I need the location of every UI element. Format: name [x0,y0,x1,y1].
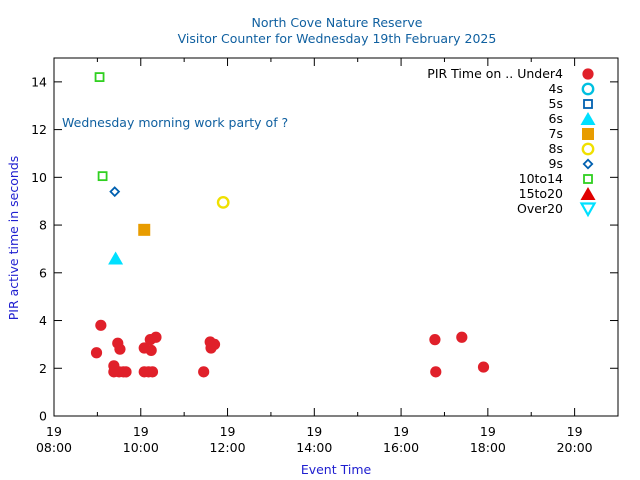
x-tick-label-day: 19 [393,424,409,439]
legend-marker-under4 [582,68,594,80]
data-point-under4 [430,366,442,378]
data-point-under4 [146,366,159,378]
data-point-9s [109,186,121,198]
y-tick-label: 0 [39,409,47,424]
data-point-under4 [456,331,468,343]
data-point-10to14 [94,72,105,82]
y-tick-label: 6 [39,265,47,280]
y-tick-label: 10 [31,170,47,185]
x-tick-label-day: 19 [220,424,236,439]
x-tick-label-day: 19 [567,424,583,439]
data-point-under4 [120,366,132,378]
legend-marker-9s [582,158,594,170]
y-axis-ticks: 0 2 4 6 8 10 12 14 [31,74,618,424]
legend-marker-6s [580,112,596,125]
legend: PIR Time on .. Under44s5s6s7s8s9s10to141… [427,66,597,218]
x-tick-label-day: 19 [46,424,62,439]
legend-marker-10to14 [583,174,593,184]
data-points [90,72,490,378]
data-point-under4 [429,334,441,346]
legend-label: 6s [549,111,563,126]
chart-title: North Cove Nature Reserve [252,15,423,30]
x-tick-label-time: 16:00 [383,440,419,455]
data-point-10to14 [97,171,108,182]
x-tick-label-time: 10:00 [123,440,159,455]
x-tick-label-day: 19 [480,424,496,439]
data-point-under4 [114,343,126,355]
legend-marker-5s [583,99,593,109]
data-point-under4 [145,344,157,356]
legend-label: PIR Time on .. Under4 [427,66,563,81]
data-point-under4 [90,347,103,359]
plot-frame [53,57,619,417]
chart-annotation: Wednesday morning work party of ? [62,115,288,130]
legend-label: 10to14 [519,171,563,186]
legend-label: 5s [549,96,563,111]
x-tick-label-day: 19 [306,424,322,439]
data-point-under4 [208,338,221,350]
legend-label: 7s [549,126,563,141]
legend-label: 15to20 [519,186,563,201]
data-point-under4 [198,366,210,378]
legend-label: 9s [549,156,563,171]
x-tick-label-time: 14:00 [296,440,332,455]
y-tick-label: 2 [39,361,47,376]
legend-label: 8s [549,141,563,156]
x-tick-label-time: 12:00 [210,440,246,455]
legend-marker-over20 [579,202,597,218]
y-tick-label: 12 [31,122,47,137]
data-point-under4 [95,319,107,331]
y-tick-label: 14 [31,74,47,89]
data-point-under4 [150,331,162,343]
legend-marker-7s [582,128,594,140]
data-point-under4 [477,361,490,373]
x-tick-label-time: 20:00 [557,440,593,455]
data-point-8s [216,195,230,209]
data-point-7s [138,223,151,236]
data-point-6s [108,251,124,265]
y-tick-label: 4 [39,313,47,328]
legend-marker-8s [581,142,595,156]
legend-label: 4s [549,81,563,96]
legend-label: Over20 [517,201,563,216]
x-tick-label-time: 18:00 [470,440,506,455]
y-tick-label: 8 [39,218,47,233]
legend-marker-4s [581,82,595,96]
y-axis-label: PIR active time in seconds [6,156,21,321]
x-axis-ticks: 1908:001910:001912:001914:001916:001918:… [36,58,593,455]
legend-marker-15to20 [580,187,596,200]
x-tick-label-day: 19 [133,424,149,439]
chart-subtitle: Visitor Counter for Wednesday 19th Febru… [178,31,497,46]
x-tick-label-time: 08:00 [36,440,72,455]
x-axis-label: Event Time [301,462,372,477]
